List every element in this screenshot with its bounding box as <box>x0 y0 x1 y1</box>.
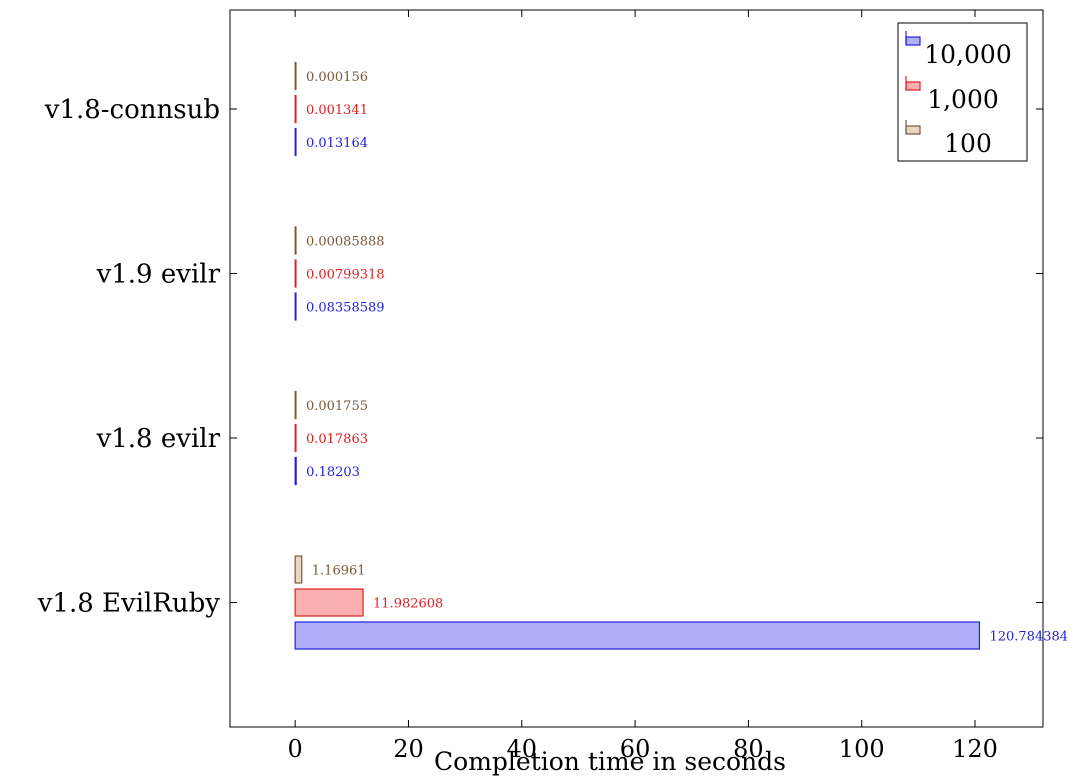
category-label: v1.9 evilr <box>96 260 221 290</box>
bar-value-label: 1.16961 <box>312 564 366 579</box>
bar-value-label: 0.000156 <box>306 70 368 85</box>
legend-label: 10,000 <box>924 40 1011 69</box>
category-label: v1.8 EvilRuby <box>37 589 221 619</box>
bar <box>294 588 364 617</box>
bar-value-label: 0.013164 <box>306 136 368 151</box>
legend-label: 1,000 <box>927 85 999 114</box>
bar <box>294 292 297 321</box>
category-label: v1.8-connsub <box>44 95 220 125</box>
bar-value-label: 11.982608 <box>373 597 443 612</box>
x-tick-labels: 0 20 40 60 80 100 120 <box>288 735 998 763</box>
bars: 0.013164 0.001341 0.000156 0.08358589 0.0079… <box>294 61 1068 650</box>
x-tick-label: 60 <box>620 735 651 763</box>
bar-value-label: 120.784384 <box>989 630 1068 645</box>
x-tick-label: 20 <box>393 735 424 763</box>
bar <box>294 61 297 91</box>
bar <box>294 390 297 420</box>
bar-value-label: 0.00085888 <box>306 235 385 250</box>
bar-value-label: 0.017863 <box>306 432 368 447</box>
legend-label: 100 <box>944 129 992 158</box>
legend-swatch <box>905 81 921 91</box>
category-label: v1.8 evilr <box>96 424 221 454</box>
legend: 10,000 1,000 100 <box>897 22 1028 162</box>
category-labels: v1.8-connsub v1.9 evilr v1.8 evilr v1.8 Evi… <box>37 95 221 619</box>
legend-swatch <box>905 125 921 135</box>
x-tick-label: 40 <box>507 735 538 763</box>
bar-value-label: 0.18203 <box>306 465 360 480</box>
x-tick-label: 100 <box>839 735 885 763</box>
bar <box>294 423 297 453</box>
bar <box>294 621 981 650</box>
axis-ticks <box>230 10 1043 727</box>
bar <box>294 259 297 288</box>
x-tick-label: 120 <box>952 735 998 763</box>
legend-swatch <box>905 36 921 46</box>
plot-frame <box>229 9 1044 728</box>
bar <box>294 226 297 255</box>
bar <box>294 94 297 124</box>
bar <box>294 555 303 584</box>
bar-value-label: 0.001341 <box>306 103 368 118</box>
bar-value-label: 0.08358589 <box>306 301 385 316</box>
x-tick-label: 0 <box>288 735 303 763</box>
bar-value-label: 0.00799318 <box>306 268 385 283</box>
bar <box>294 127 297 157</box>
bar <box>294 456 297 486</box>
x-tick-label: 80 <box>733 735 764 763</box>
bar-value-label: 0.001755 <box>306 399 368 414</box>
x-axis-title: Completion time in seconds <box>434 747 786 776</box>
legend-frame <box>897 22 1028 162</box>
